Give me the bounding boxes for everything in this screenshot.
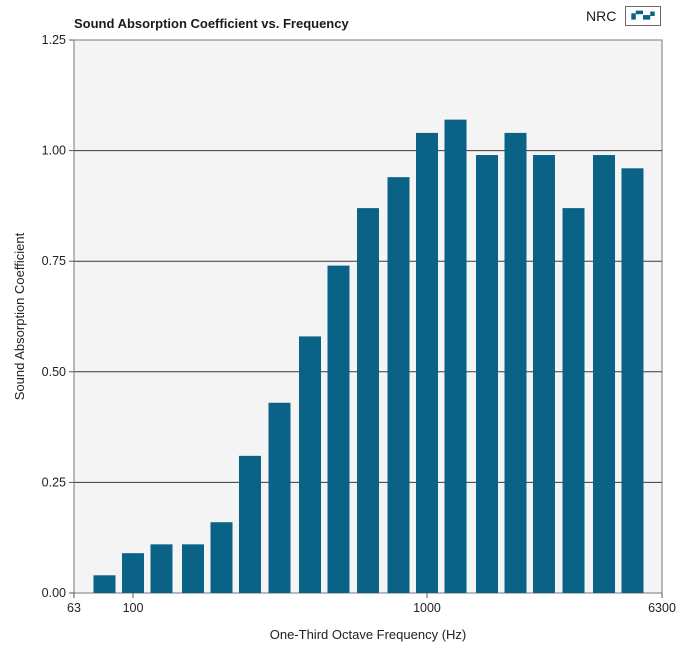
y-tick-label: 0.25	[42, 475, 66, 489]
x-tick-label: 63	[67, 601, 81, 615]
legend-label: NRC	[586, 8, 617, 24]
bar	[476, 155, 499, 594]
bar	[298, 336, 321, 593]
bars	[93, 119, 644, 594]
bar	[444, 119, 467, 594]
bar	[357, 208, 379, 593]
x-axis-ticks: 63 100 1000 6300	[67, 593, 676, 615]
bar	[592, 155, 615, 594]
y-tick-label: 0.75	[42, 254, 66, 268]
y-tick-label: 0.50	[42, 365, 66, 379]
bar	[327, 265, 350, 593]
bar	[121, 553, 144, 593]
bar	[387, 177, 410, 594]
bar	[562, 208, 585, 593]
bar	[238, 455, 261, 593]
legend-swatch[interactable]	[625, 6, 662, 26]
y-axis-label: Sound Absorption Coefficient	[12, 232, 27, 400]
x-axis-label: One-Third Octave Frequency (Hz)	[270, 627, 467, 642]
y-tick-label: 0.00	[42, 586, 66, 600]
x-tick-label: 100	[123, 601, 144, 615]
bar	[93, 575, 116, 593]
bar	[504, 132, 527, 594]
bar	[532, 155, 555, 594]
bar	[182, 544, 205, 593]
bar	[150, 544, 173, 593]
legend: NRC	[586, 5, 662, 27]
bar	[210, 522, 233, 593]
y-axis-ticks: 0.00 0.25 0.50 0.75 1.00 1.25	[42, 33, 74, 600]
x-tick-label: 6300	[648, 601, 676, 615]
bar	[621, 168, 644, 593]
chart-title: Sound Absorption Coefficient vs. Frequen…	[74, 16, 349, 31]
y-tick-label: 1.00	[42, 144, 66, 158]
y-tick-label: 1.25	[42, 33, 66, 47]
x-tick-label: 1000	[413, 601, 441, 615]
bar	[268, 402, 291, 593]
bar	[415, 132, 438, 594]
